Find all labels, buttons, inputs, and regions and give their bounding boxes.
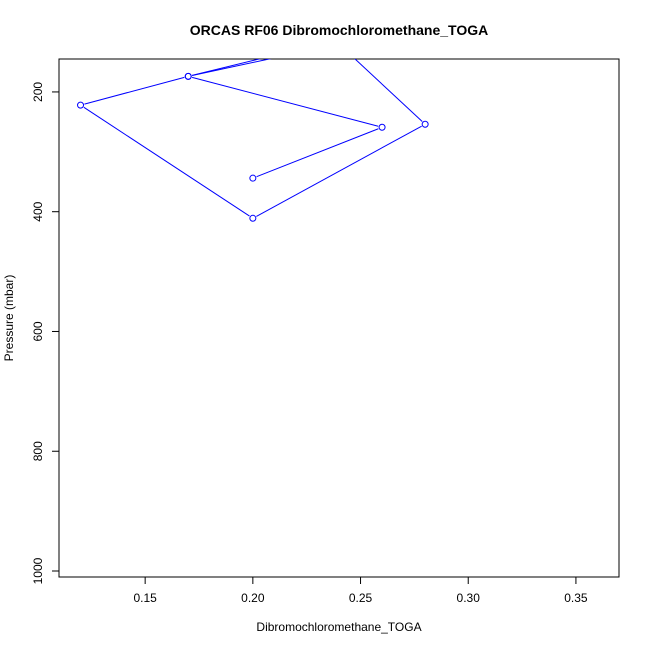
x-tick-label: 0.35	[564, 591, 588, 605]
series-segment	[256, 128, 379, 178]
y-tick-label: 600	[31, 321, 45, 341]
series-segment	[84, 76, 185, 105]
y-axis-label: Pressure (mbar)	[2, 275, 16, 362]
series-segment	[354, 59, 423, 122]
y-tick-label: 400	[31, 201, 45, 221]
x-axis-label: Dibromochloromethane_TOGA	[256, 620, 421, 634]
x-tick-label: 0.20	[241, 591, 265, 605]
data-point	[77, 101, 85, 109]
x-axis: 0.15 0.20 0.25 0.30 0.35	[133, 577, 588, 605]
y-axis: 200 400 600 800 1000	[31, 82, 59, 584]
y-tick-label: 200	[31, 82, 45, 102]
data-point	[184, 72, 192, 80]
y-tick-label: 800	[31, 441, 45, 461]
series-segment	[83, 106, 250, 217]
series-segment	[191, 76, 379, 127]
data-point	[378, 123, 386, 131]
series-segment	[192, 59, 272, 77]
chart-title: ORCAS RF06 Dibromochloromethane_TOGA	[190, 22, 488, 38]
x-tick-label: 0.15	[133, 591, 157, 605]
data-point	[249, 174, 257, 182]
series-segment	[191, 59, 262, 76]
plot-frame	[58, 58, 620, 578]
x-tick-label: 0.30	[457, 591, 481, 605]
y-tick-label: 1000	[31, 557, 45, 584]
plot-area	[77, 59, 429, 222]
series-segment	[256, 125, 422, 217]
data-point	[249, 214, 257, 222]
data-point	[421, 120, 429, 128]
x-tick-label: 0.25	[349, 591, 373, 605]
